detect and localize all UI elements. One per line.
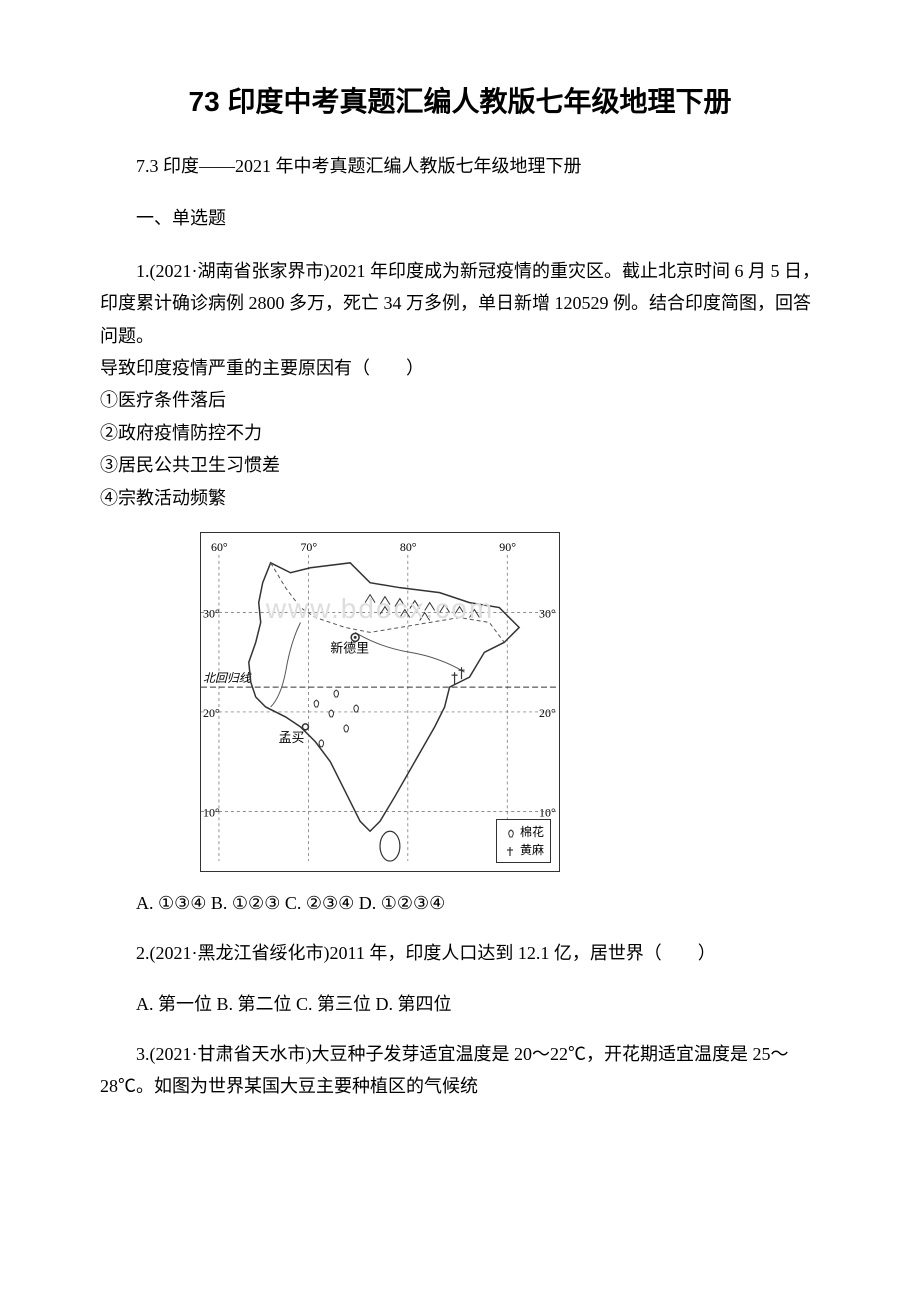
lat-30-left: 30° <box>203 606 220 620</box>
q2-options: A. 第一位 B. 第二位 C. 第三位 D. 第四位 <box>100 988 820 1020</box>
jute-symbols <box>452 667 465 684</box>
lat-10-left: 10° <box>203 805 220 819</box>
map-legend: 棉花 黄麻 <box>496 819 551 863</box>
subtitle: 7.3 印度——2021 年中考真题汇编人教版七年级地理下册 <box>100 150 820 182</box>
section-header: 一、单选题 <box>100 202 820 234</box>
delhi-label: 新德里 <box>330 640 369 655</box>
lon-70: 70° <box>300 540 317 554</box>
question-1: 1.(2021·湖南省张家界市)2021 年印度成为新冠疫情的重灾区。截止北京时… <box>100 255 820 514</box>
lon-80: 80° <box>400 540 417 554</box>
mumbai-label: 孟买 <box>279 730 305 745</box>
lat-30-right: 30° <box>539 606 556 620</box>
q3-text: 3.(2021·甘肃省天水市)大豆种子发芽适宜温度是 20～22℃，开花期适宜温… <box>100 1038 820 1103</box>
question-2: 2.(2021·黑龙江省绥化市)2011 年，印度人口达到 12.1 亿，居世界… <box>100 937 820 969</box>
legend-jute: 黄麻 <box>503 841 544 859</box>
lon-90: 90° <box>499 540 516 554</box>
lat-20-right: 20° <box>539 706 556 720</box>
cotton-symbols <box>314 690 358 747</box>
q2-text: 2.(2021·黑龙江省绥化市)2011 年，印度人口达到 12.1 亿，居世界… <box>100 937 820 969</box>
legend-jute-label: 黄麻 <box>520 843 544 857</box>
q1-options: A. ①③④ B. ①②③ C. ②③④ D. ①②③④ <box>100 887 820 919</box>
q1-intro: 1.(2021·湖南省张家界市)2021 年印度成为新冠疫情的重灾区。截止北京时… <box>100 255 820 352</box>
legend-cotton: 棉花 <box>503 823 544 841</box>
question-3: 3.(2021·甘肃省天水市)大豆种子发芽适宜温度是 20～22℃，开花期适宜温… <box>100 1038 820 1103</box>
q1-item-4: ④宗教活动频繁 <box>100 482 820 514</box>
ganges-river <box>355 632 464 672</box>
tropic-label: 北回归线 <box>203 671 252 685</box>
q1-item-3: ③居民公共卫生习惯差 <box>100 449 820 481</box>
legend-cotton-label: 棉花 <box>520 825 544 839</box>
q1-item-2: ②政府疫情防控不力 <box>100 417 820 449</box>
india-map: www.bdocx.com 60° 70° 80° 90° 30° 30° 20… <box>200 532 560 872</box>
q1-prompt: 导致印度疫情严重的主要原因有（ ） <box>100 352 820 384</box>
lat-10-right: 10° <box>539 805 556 819</box>
indus-river <box>271 622 301 707</box>
lon-60: 60° <box>211 540 228 554</box>
page-title: 73 印度中考真题汇编人教版七年级地理下册 <box>100 80 820 120</box>
sri-lanka <box>380 831 400 861</box>
himalayas-icon <box>365 595 479 621</box>
q1-item-1: ①医疗条件落后 <box>100 384 820 416</box>
india-outline <box>249 563 519 831</box>
lat-20-left: 20° <box>203 706 220 720</box>
